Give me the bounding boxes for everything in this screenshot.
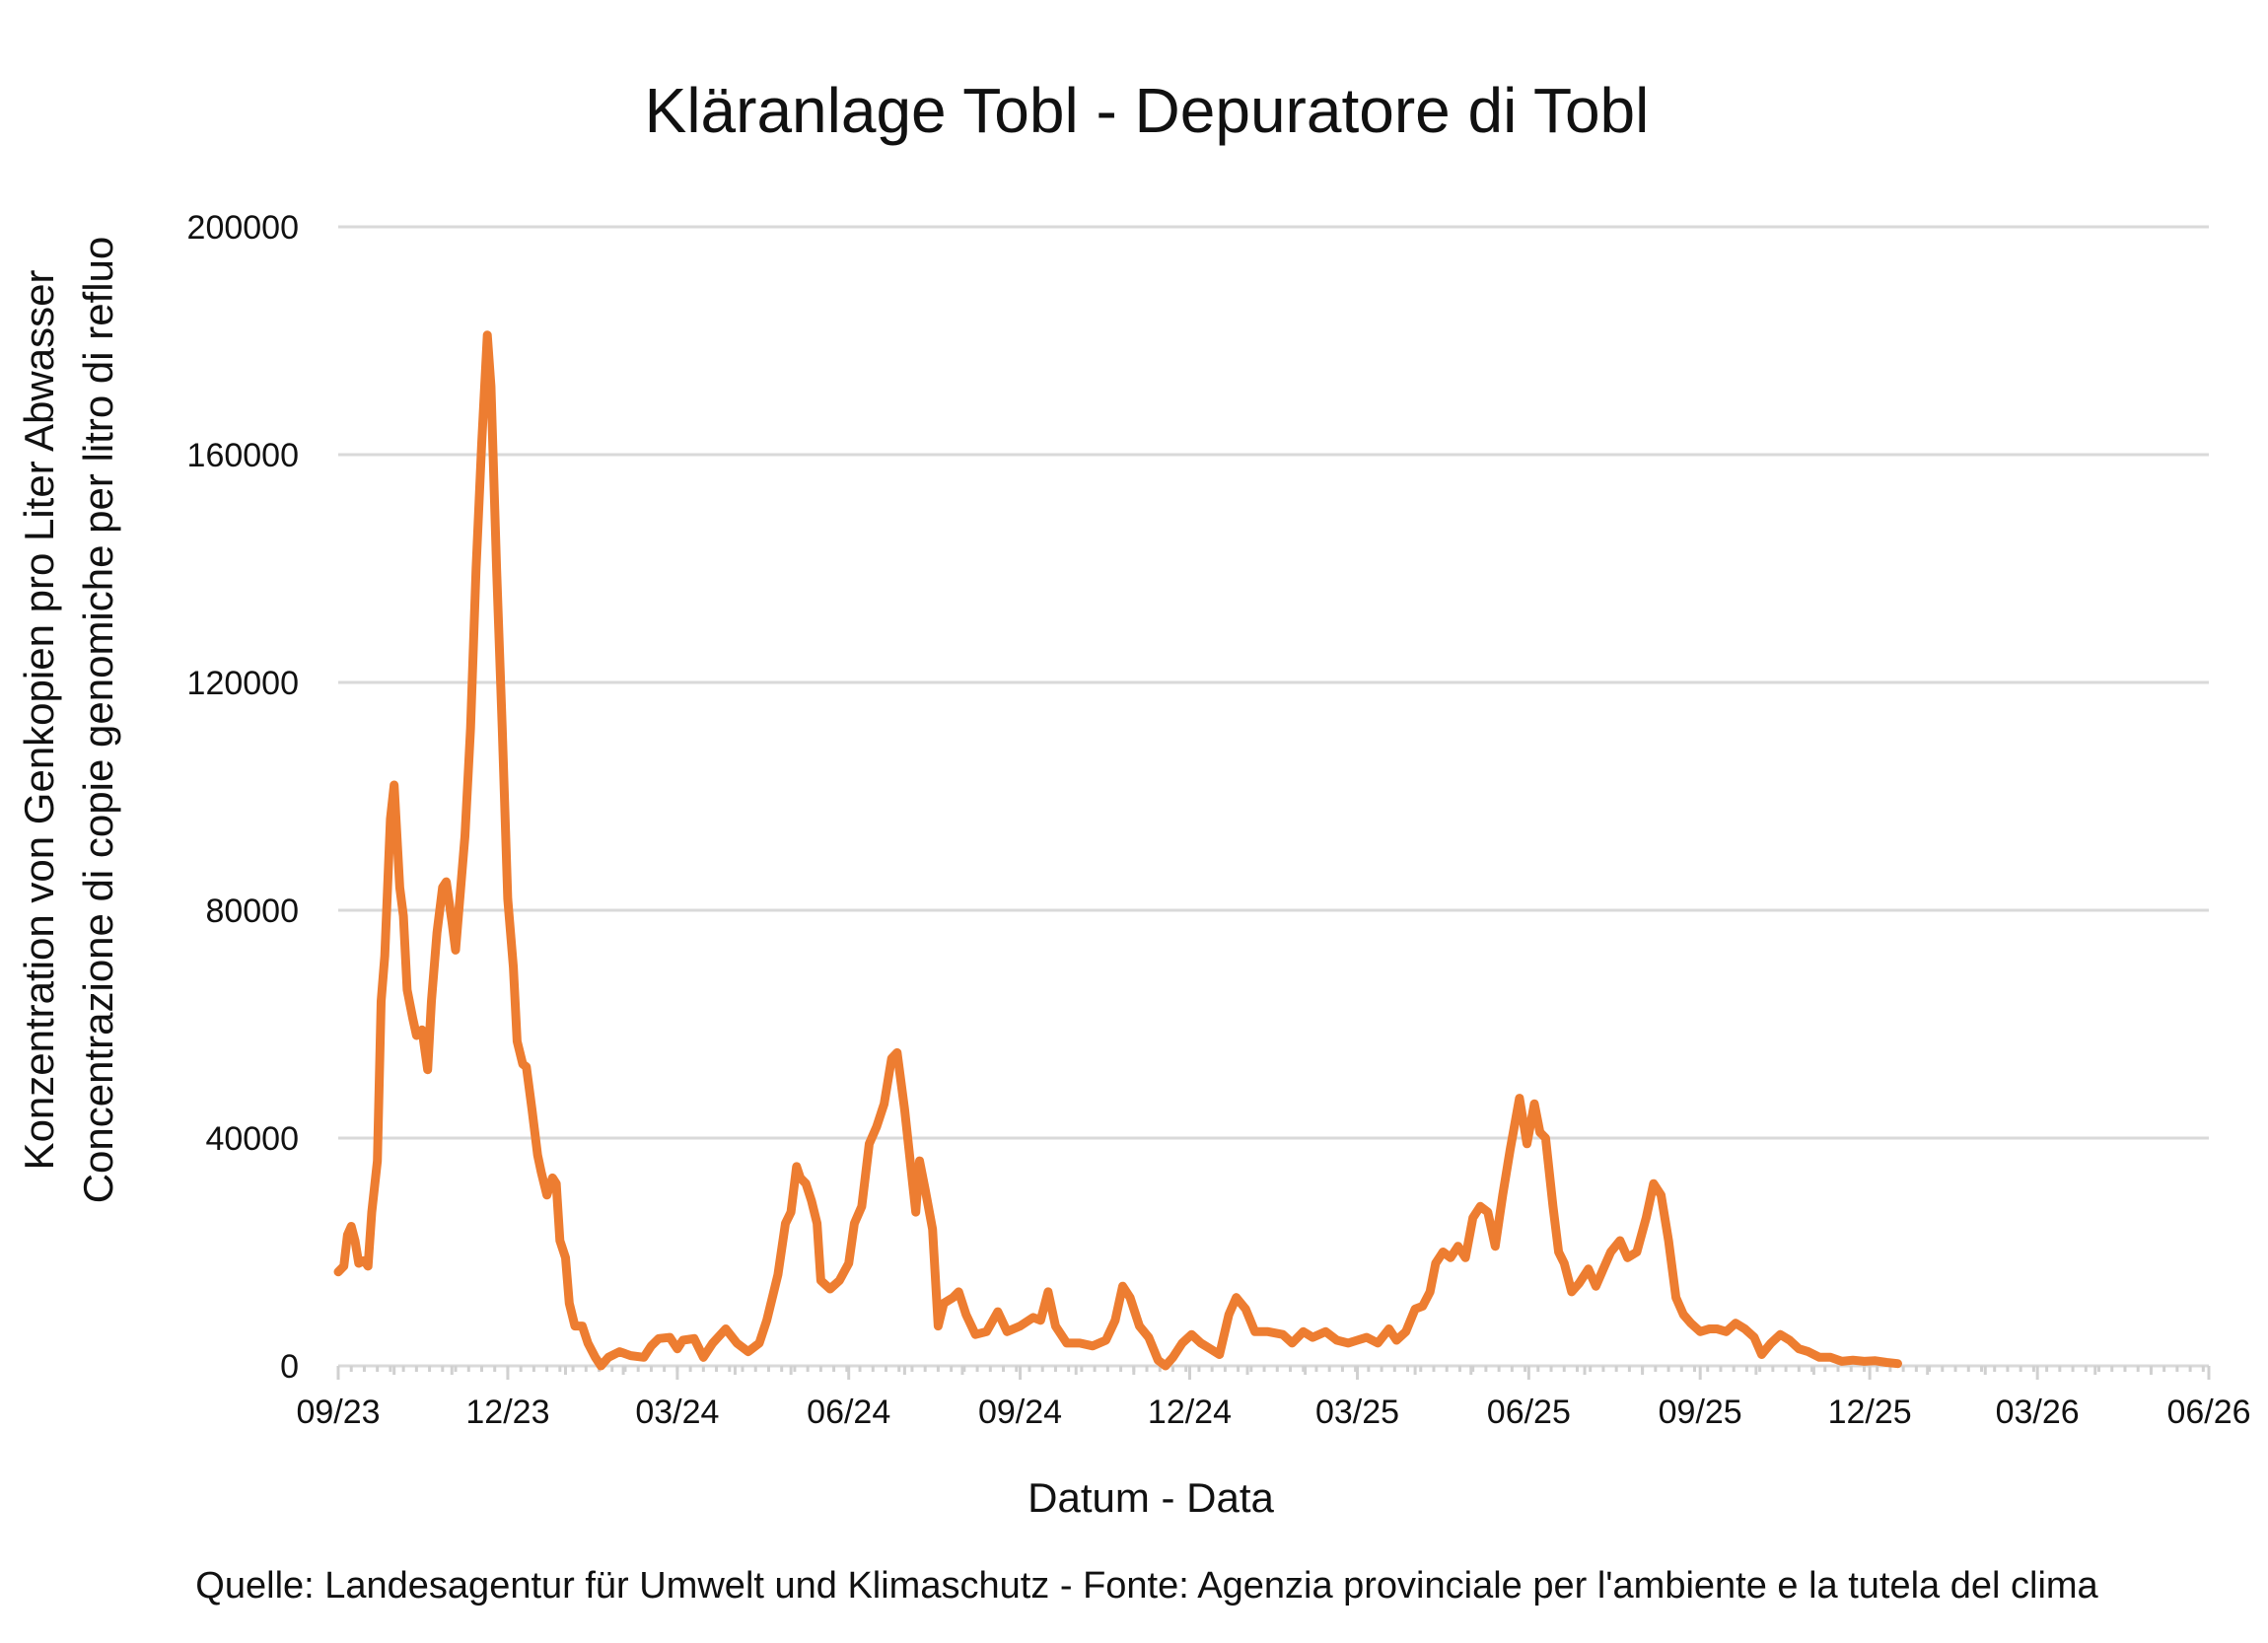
y-tick-label: 80000: [205, 893, 299, 930]
y-tick-label: 0: [280, 1348, 299, 1386]
y-tick-labels: 0 40000 80000 120000 160000 200000: [187, 209, 299, 1386]
source-note: Quelle: Landesagentur für Umwelt und Kli…: [195, 1565, 2098, 1607]
x-tick-label: 06/25: [1487, 1393, 1571, 1431]
y-tick-label: 120000: [187, 665, 299, 702]
x-tick-label: 03/24: [635, 1393, 719, 1431]
x-axis: 09/23 12/23 03/24 06/24 09/24 12/24 03/25 06/25…: [296, 1364, 2251, 1431]
x-tick-label: 12/23: [465, 1393, 549, 1431]
x-tick-label: 06/26: [2166, 1393, 2250, 1431]
y-tick-label: 160000: [187, 437, 299, 474]
x-tick-label: 09/23: [296, 1393, 380, 1431]
x-tick-label: 03/25: [1315, 1393, 1399, 1431]
y-tick-label: 40000: [205, 1120, 299, 1158]
series-line: [333, 330, 1902, 1371]
chart-title: Kläranlage Tobl - Depuratore di Tobl: [645, 75, 1650, 146]
x-tick-label: 06/24: [807, 1393, 890, 1431]
y-axis-title-it: Concentrazione di copie genomiche per li…: [75, 237, 121, 1204]
series-layer: [333, 330, 1902, 1371]
y-tick-label: 200000: [187, 209, 299, 247]
y-axis-title-de: Konzentration von Genkopien pro Liter Ab…: [16, 270, 62, 1171]
x-tick-label: 09/25: [1659, 1393, 1742, 1431]
x-tick-label: 12/24: [1148, 1393, 1232, 1431]
x-tick-label: 03/26: [1996, 1393, 2080, 1431]
x-tick-label: 12/25: [1828, 1393, 1912, 1431]
gridlines: [338, 225, 2209, 1140]
x-tick-label: 09/24: [978, 1393, 1062, 1431]
x-axis-title: Datum - Data: [1028, 1474, 1274, 1521]
